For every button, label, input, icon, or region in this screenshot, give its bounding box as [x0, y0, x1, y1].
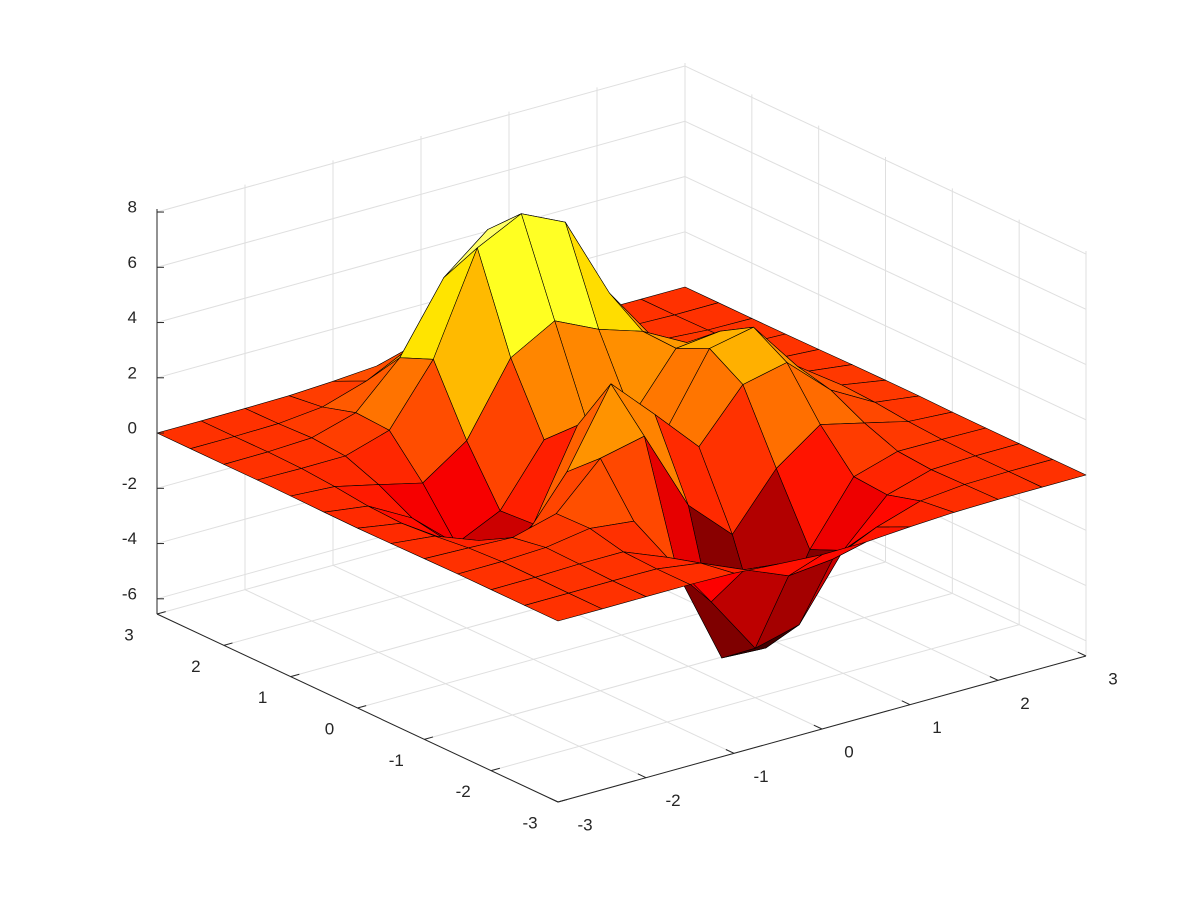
y-tick	[557, 799, 567, 803]
x-tick	[637, 773, 647, 779]
x-tick	[1077, 651, 1087, 657]
z-tick-label: -6	[122, 584, 137, 603]
y-tick-label: 0	[325, 719, 334, 738]
grid-line	[684, 231, 1087, 421]
grid-line	[684, 65, 1087, 255]
x-tick	[725, 749, 735, 754]
y-tick-label: 1	[258, 688, 267, 707]
x-tick-label: -3	[577, 815, 592, 834]
z-tick-label: 2	[128, 363, 137, 382]
grid-line	[684, 176, 1087, 365]
y-tick	[357, 705, 367, 709]
y-tick	[424, 736, 434, 740]
y-tick-label: -1	[389, 751, 404, 770]
x-tick-label: 2	[1020, 694, 1029, 713]
x-tick	[549, 797, 559, 803]
y-tick-label: 2	[191, 657, 200, 676]
z-tick-label: -4	[122, 529, 137, 548]
x-tick-label: 3	[1108, 669, 1117, 688]
grid-line	[424, 592, 953, 740]
grid-line	[684, 120, 1087, 310]
y-tick-label: 3	[124, 625, 133, 644]
axes: -6 -4 -2 0 2 4 6 8 -3 -2 -1 0 1 2 3 -3 -2 -1 0 1 2 3	[122, 198, 1118, 835]
z-tick-label: -2	[122, 474, 137, 493]
z-tick-label: 8	[128, 198, 137, 217]
grid-line	[156, 65, 686, 213]
x-tick-label: 0	[844, 742, 853, 761]
z-tick-label: 6	[128, 253, 137, 272]
surface	[156, 213, 1087, 659]
grid-line	[156, 120, 686, 268]
y-tick	[491, 767, 500, 772]
grid-line	[491, 624, 1020, 772]
x-tick	[989, 676, 999, 681]
x-tick	[813, 724, 823, 730]
x-tick-label: 1	[932, 718, 941, 737]
grid-line	[156, 231, 686, 379]
y-tick	[223, 642, 233, 646]
y-tick	[156, 611, 166, 615]
y-tick	[290, 673, 300, 678]
x-tick-label: -2	[665, 791, 680, 810]
surface-face	[524, 592, 603, 622]
x-tick-label: -1	[753, 767, 768, 786]
y-tick-label: -3	[522, 813, 537, 832]
z-tick-label: 0	[128, 419, 137, 438]
z-tick-label: 4	[128, 308, 137, 327]
x-tick	[901, 700, 911, 706]
y-tick-label: -2	[456, 782, 471, 801]
grid-line	[156, 176, 686, 324]
